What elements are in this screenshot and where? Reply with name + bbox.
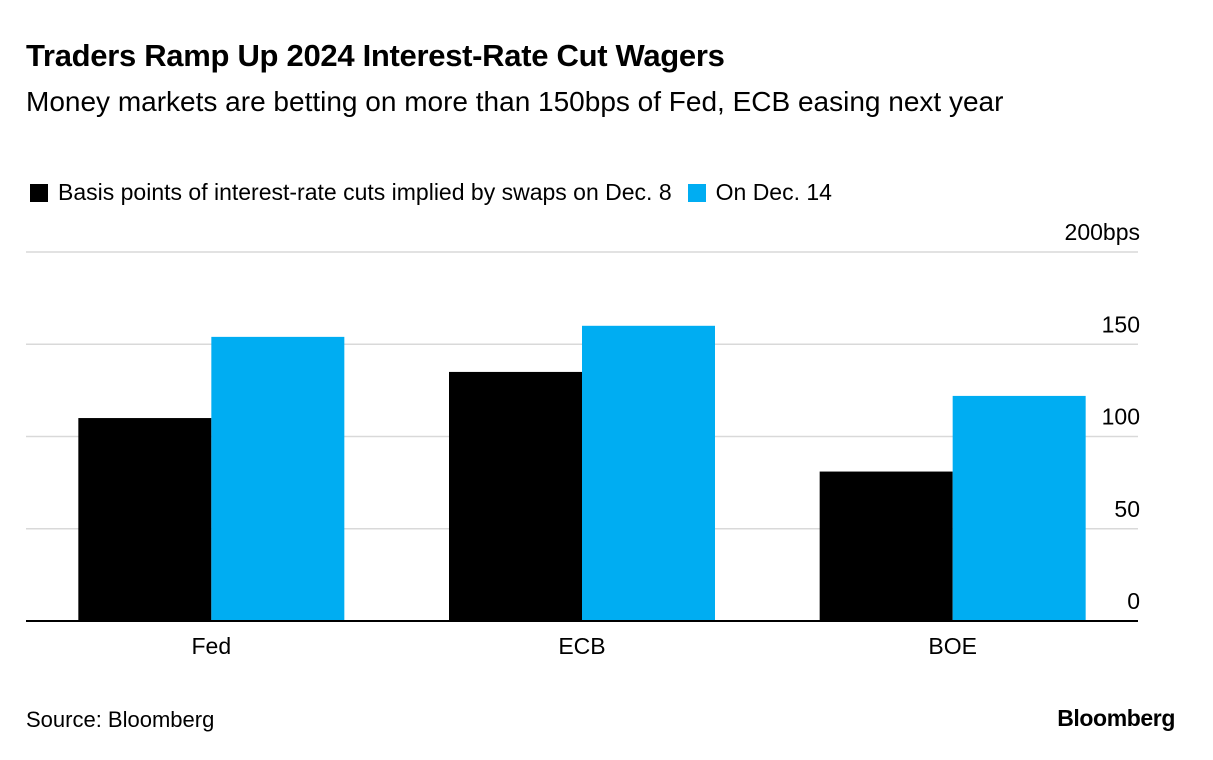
bar-boe-series-1 [819, 471, 953, 621]
bar-ecb-series-2 [582, 325, 715, 621]
y-tick-label-50: 50 [1114, 496, 1140, 522]
legend: Basis points of interest-rate cuts impli… [30, 179, 848, 206]
legend-swatch-dec14 [687, 183, 706, 202]
bar-ecb-series-1 [449, 371, 582, 621]
bar-fed-series-1 [78, 418, 212, 621]
legend-label-dec14: On Dec. 14 [715, 179, 832, 205]
x-tick-label-fed: Fed [192, 633, 232, 659]
legend-swatch-dec8 [30, 183, 48, 202]
chart-title: Traders Ramp Up 2024 Interest-Rate Cut W… [26, 38, 725, 73]
y-tick-label-0: 0 [1127, 588, 1140, 614]
bar-boe-series-2 [952, 395, 1086, 621]
x-tick-label-ecb: ECB [558, 633, 605, 659]
legend-item-dec8: Basis points of interest-rate cuts impli… [30, 179, 672, 206]
chart-subtitle: Money markets are betting on more than 1… [26, 86, 1004, 117]
y-tick-label-100: 100 [1102, 404, 1140, 430]
y-tick-label-150: 150 [1102, 311, 1140, 337]
y-tick-label-200: 200bps [1065, 219, 1140, 245]
source-note: Source: Bloomberg [26, 707, 215, 732]
legend-item-dec14: On Dec. 14 [687, 179, 832, 206]
bar-fed-series-2 [211, 336, 345, 621]
bloomberg-logo: Bloomberg [1057, 705, 1175, 731]
legend-label-dec8: Basis points of interest-rate cuts impli… [58, 179, 672, 205]
x-tick-label-boe: BOE [928, 633, 977, 659]
